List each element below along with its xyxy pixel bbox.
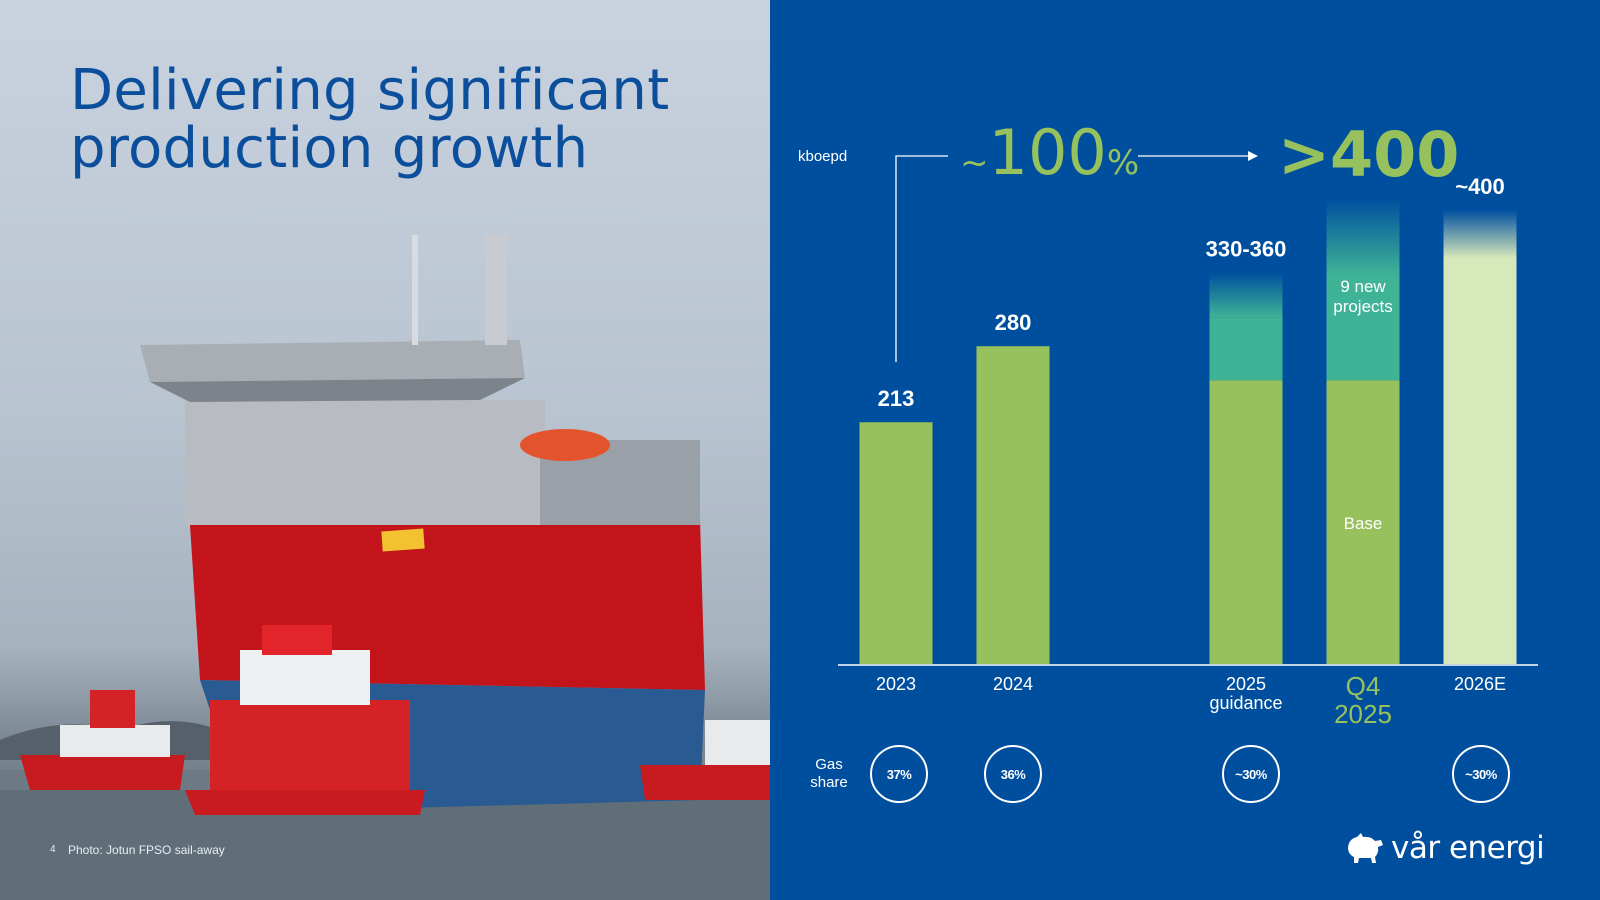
bar-base — [976, 346, 1050, 664]
bar-base — [1443, 258, 1517, 664]
bar-new-projects-fade — [1326, 198, 1400, 275]
gas-share-badge: 37% — [870, 745, 928, 803]
tick-label: guidance — [1209, 693, 1282, 713]
gas-share-badge: 36% — [984, 745, 1042, 803]
bar-base — [1209, 380, 1283, 664]
tick-label: 2025 — [1226, 674, 1266, 694]
gas-share-badge: ~30% — [1222, 745, 1280, 803]
tick-label: 2024 — [993, 674, 1033, 694]
gas-share-badge: ~30% — [1452, 745, 1510, 803]
logo-text: vår energi — [1391, 830, 1545, 866]
target-callout: >400 — [1278, 118, 1460, 191]
bar-group — [859, 198, 1517, 664]
page-title: Delivering significant production growth — [70, 58, 670, 181]
bar-base — [859, 422, 933, 664]
unit-label: kboepd — [798, 148, 848, 165]
tick-label: 2025 — [1334, 699, 1392, 729]
fpso-ship-illustration — [0, 235, 770, 900]
tick-label: 2023 — [876, 674, 916, 694]
series-label-base: Base — [1344, 514, 1383, 533]
data-label: ~400 — [1455, 174, 1505, 199]
bar-new-projects-fade — [1209, 272, 1283, 318]
bar-base — [1326, 380, 1400, 664]
gas-share-label: Gas share — [810, 756, 848, 791]
label-group: 21320232802024330-3602025guidanceQ42025~… — [876, 174, 1506, 729]
data-label: 280 — [995, 310, 1032, 335]
bar-new-projects — [1326, 274, 1400, 381]
fpso-photo: Delivering significant production growth… — [0, 0, 770, 900]
data-label: 330-360 — [1206, 236, 1287, 261]
data-label: 213 — [878, 386, 915, 411]
growth-connector-line — [895, 155, 948, 362]
tick-label: 2026E — [1454, 674, 1506, 694]
bar-new-projects — [1209, 317, 1283, 381]
series-label-new-projects: 9 new — [1340, 277, 1386, 296]
photo-caption: Photo: Jotun FPSO sail-away — [68, 843, 225, 857]
series-label-new-projects: projects — [1333, 297, 1393, 316]
bar-fade — [1443, 210, 1517, 258]
var-energi-logo: vår energi — [1345, 830, 1545, 866]
growth-arrow-head — [1248, 151, 1258, 161]
page-number: 4 — [50, 844, 56, 855]
growth-callout: ~100% — [960, 118, 1139, 198]
dog-logo-icon — [1348, 833, 1383, 863]
tick-label: Q4 — [1346, 671, 1381, 701]
growth-label: ~100% — [960, 116, 1140, 189]
